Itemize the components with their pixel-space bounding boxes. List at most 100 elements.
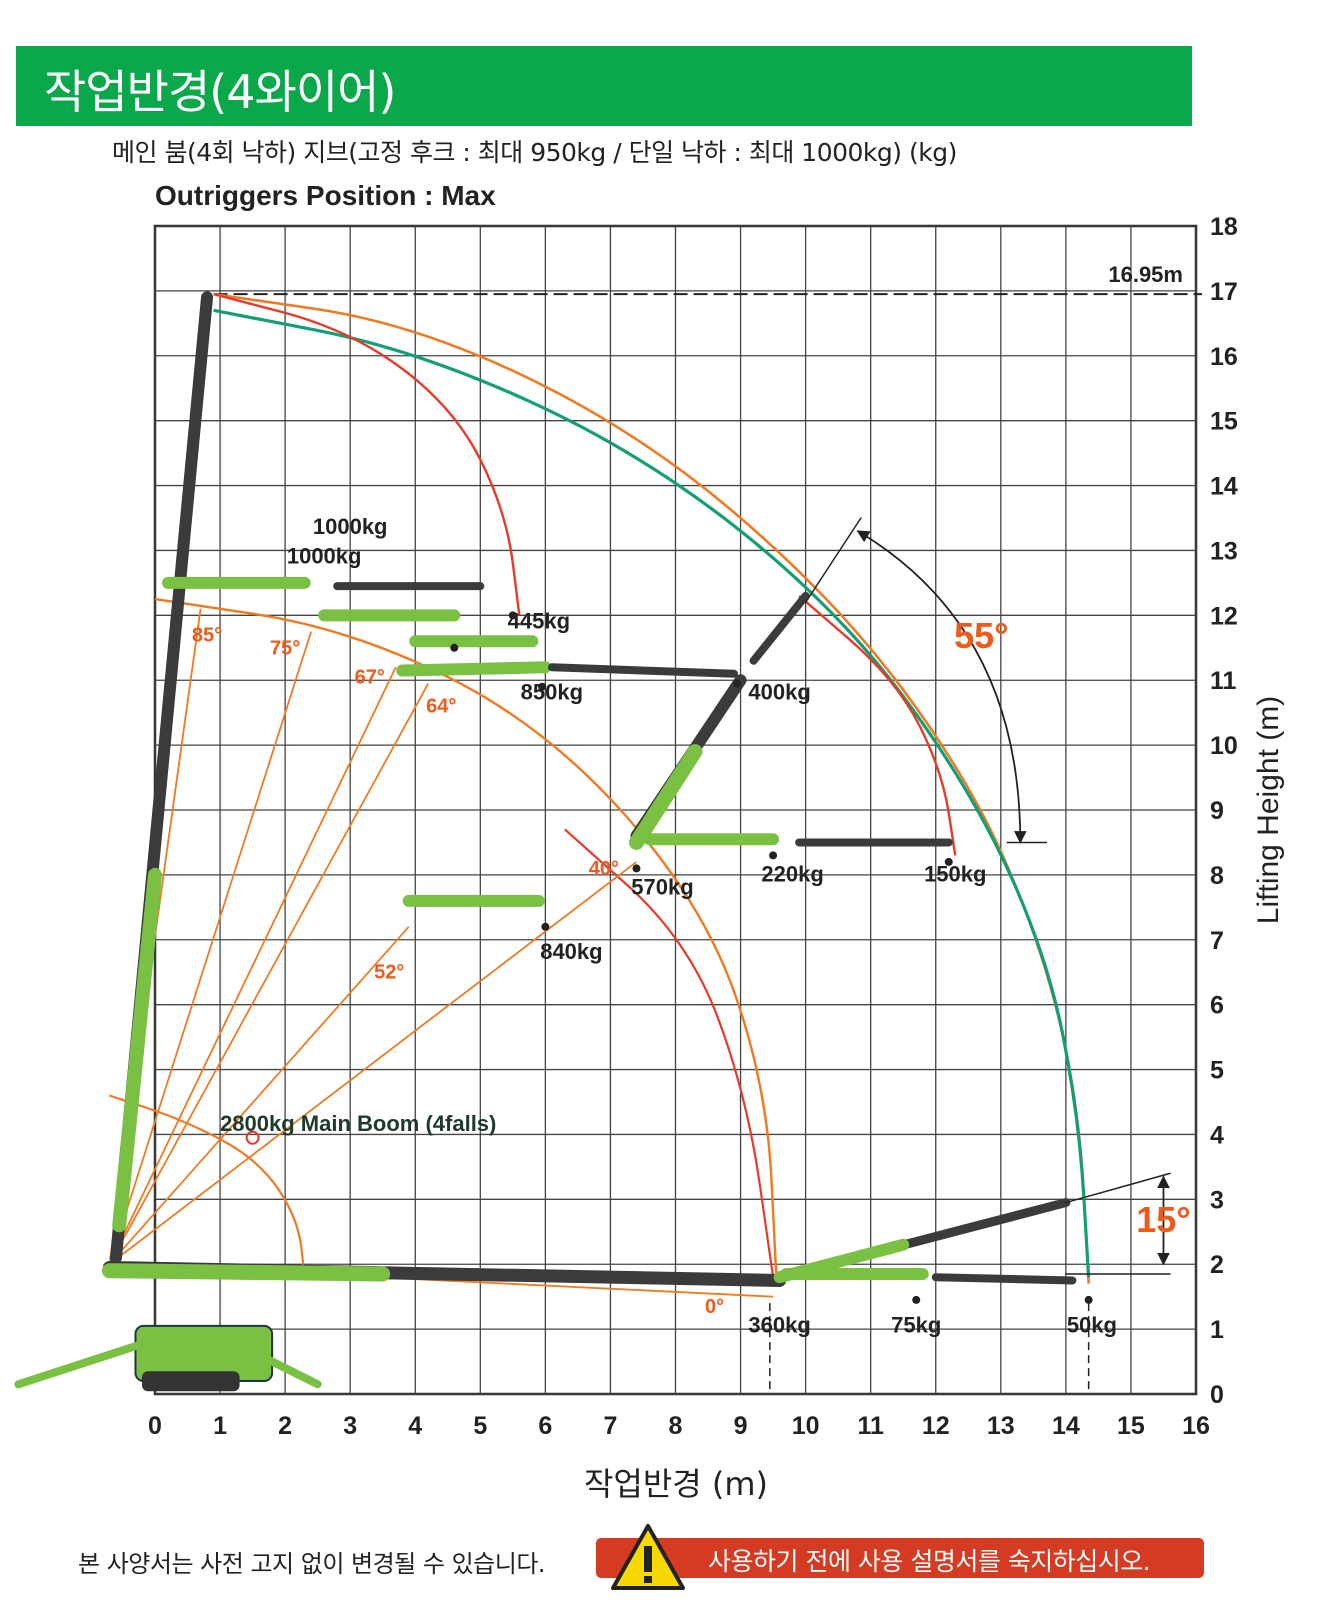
y-tick-label: 7 <box>1210 927 1224 955</box>
y-tick-label: 2 <box>1210 1251 1224 1279</box>
header-bar: 작업반경(4와이어) <box>16 46 1192 126</box>
load-label: 570kg <box>631 874 693 899</box>
y-tick-label: 10 <box>1210 732 1238 760</box>
warning-triangle-icon <box>611 1524 685 1590</box>
load-label: 445kg <box>508 608 570 633</box>
x-tick-label: 16 <box>1182 1412 1210 1440</box>
y-tick-label: 17 <box>1210 278 1238 306</box>
x-tick-label: 11 <box>857 1412 884 1440</box>
jib-150-curve <box>798 594 957 856</box>
footer-note: 본 사양서는 사전 고지 없이 변경될 수 있습니다. <box>78 1550 546 1578</box>
crane-track <box>141 1371 240 1392</box>
angle-label: 67° <box>355 666 385 688</box>
y-tick-label: 16 <box>1210 343 1238 371</box>
boom-angle-ray <box>108 926 410 1265</box>
x-tick-label: 14 <box>1052 1412 1080 1440</box>
y-tick-label: 8 <box>1210 862 1224 890</box>
angle-label: 85° <box>192 624 222 646</box>
jib-horizontal <box>931 1273 1077 1285</box>
hook-marker <box>944 857 953 866</box>
hook-marker <box>541 922 550 931</box>
crane-drawing <box>14 291 1171 1394</box>
main-boom-horizontal-base <box>101 1263 391 1282</box>
angle-label: 75° <box>270 637 300 659</box>
main-boom-marker <box>245 1130 260 1145</box>
arc-55-arrow <box>856 530 1027 844</box>
main-boom-cylinder <box>112 867 162 1233</box>
load-label: 850kg <box>521 680 583 705</box>
grid: 0 1 2 3 4 5 6 7 8 9 10 11 12 13 14 15 160123456789101112… <box>148 180 1285 1503</box>
jib-445-curve <box>213 292 521 616</box>
main-boom-40deg-base <box>628 744 703 850</box>
x-tick-label: 10 <box>792 1412 820 1440</box>
y-tick-label: 12 <box>1210 602 1238 630</box>
max-height-label: 16.95m <box>1108 262 1183 287</box>
angle-label: 40° <box>589 858 619 880</box>
boom-angle-ray <box>108 631 313 1265</box>
outrigger-left <box>14 1331 173 1389</box>
load-curves <box>108 292 1091 1298</box>
x-tick-label: 7 <box>603 1412 617 1440</box>
load-label: 840kg <box>540 939 602 964</box>
load-label: 1000kg <box>287 543 362 568</box>
hook-marker <box>733 679 742 688</box>
y-tick-label: 6 <box>1210 992 1224 1020</box>
envelope-teal-curve <box>213 308 1091 1278</box>
y-tick-label: 18 <box>1210 213 1238 241</box>
angle-label: 64° <box>426 696 456 718</box>
x-tick-label: 6 <box>538 1412 552 1440</box>
hook-marker <box>450 643 459 652</box>
load-label: 150kg <box>924 861 986 886</box>
x-tick-label: 13 <box>987 1412 1015 1440</box>
chart-subtitle: 메인 붐(4회 낙하) 지브(고정 후크 : 최대 950kg / 단일 낙하 … <box>112 138 957 167</box>
y-tick-label: 15 <box>1210 408 1238 436</box>
boom-angle-ray <box>108 861 638 1265</box>
x-tick-label: 4 <box>408 1412 422 1440</box>
y-tick-label: 14 <box>1210 473 1238 501</box>
y-tick-label: 5 <box>1210 1057 1224 1085</box>
x-tick-label: 15 <box>1117 1412 1145 1440</box>
outrigger-right <box>216 1331 322 1389</box>
load-chart: 0 1 2 3 4 5 6 7 8 9 10 11 12 13 14 15 160123456789101112… <box>14 180 1285 1503</box>
jib-horizontal <box>547 663 739 678</box>
boom-angle-ray <box>108 666 397 1265</box>
load-label: 50kg <box>1067 1312 1117 1337</box>
load-label: 1000kg <box>313 514 388 539</box>
y-tick-label: 9 <box>1210 797 1224 825</box>
y-tick-label: 4 <box>1210 1121 1224 1149</box>
big-angle-label: 55° <box>954 615 1008 656</box>
x-tick-label: 0 <box>148 1412 162 1440</box>
load-label: 400kg <box>748 680 810 705</box>
chart-title: Outriggers Position : Max <box>155 180 496 211</box>
y-tick-label: 13 <box>1210 537 1238 565</box>
angle-label: 52° <box>374 962 404 984</box>
warning-banner: 사용하기 전에 사용 설명서를 숙지하십시오. <box>596 1538 1204 1578</box>
jib-55deg <box>749 591 810 665</box>
load-label: 220kg <box>761 861 823 886</box>
hook-marker <box>912 1295 921 1304</box>
load-label: 75kg <box>891 1312 941 1337</box>
hook-marker <box>632 864 641 873</box>
big-angle-label: 15° <box>1136 1199 1190 1240</box>
hook-marker <box>769 851 778 860</box>
x-axis-label: 작업반경 (m) <box>584 1465 768 1503</box>
x-tick-label: 1 <box>213 1412 227 1440</box>
y-axis-label: Lifting Height (m) <box>1252 696 1285 924</box>
jib-570-arc <box>564 828 775 1278</box>
load-label: 360kg <box>748 1312 810 1337</box>
page-title: 작업반경(4와이어) <box>44 65 396 119</box>
jib-15-reference <box>1065 1172 1171 1204</box>
angle-label: 0° <box>705 1296 724 1318</box>
x-tick-label: 2 <box>278 1412 292 1440</box>
hook-marker <box>1084 1295 1093 1304</box>
y-tick-label: 3 <box>1210 1186 1224 1214</box>
x-tick-label: 8 <box>669 1412 683 1440</box>
main-boom-label: 2800kg Main Boom (4falls) <box>220 1111 496 1136</box>
boom-angle-arc <box>154 597 778 1278</box>
jib-reference-line <box>804 517 862 604</box>
chart-labels: 1000kg 1000kg 445kg 850kg 400kg 570kg 220kg 150… <box>192 514 1191 1337</box>
jib-horizontal <box>396 661 552 677</box>
y-tick-label: 11 <box>1210 667 1237 695</box>
y-tick-label: 1 <box>1210 1316 1224 1344</box>
x-tick-label: 5 <box>473 1412 487 1440</box>
